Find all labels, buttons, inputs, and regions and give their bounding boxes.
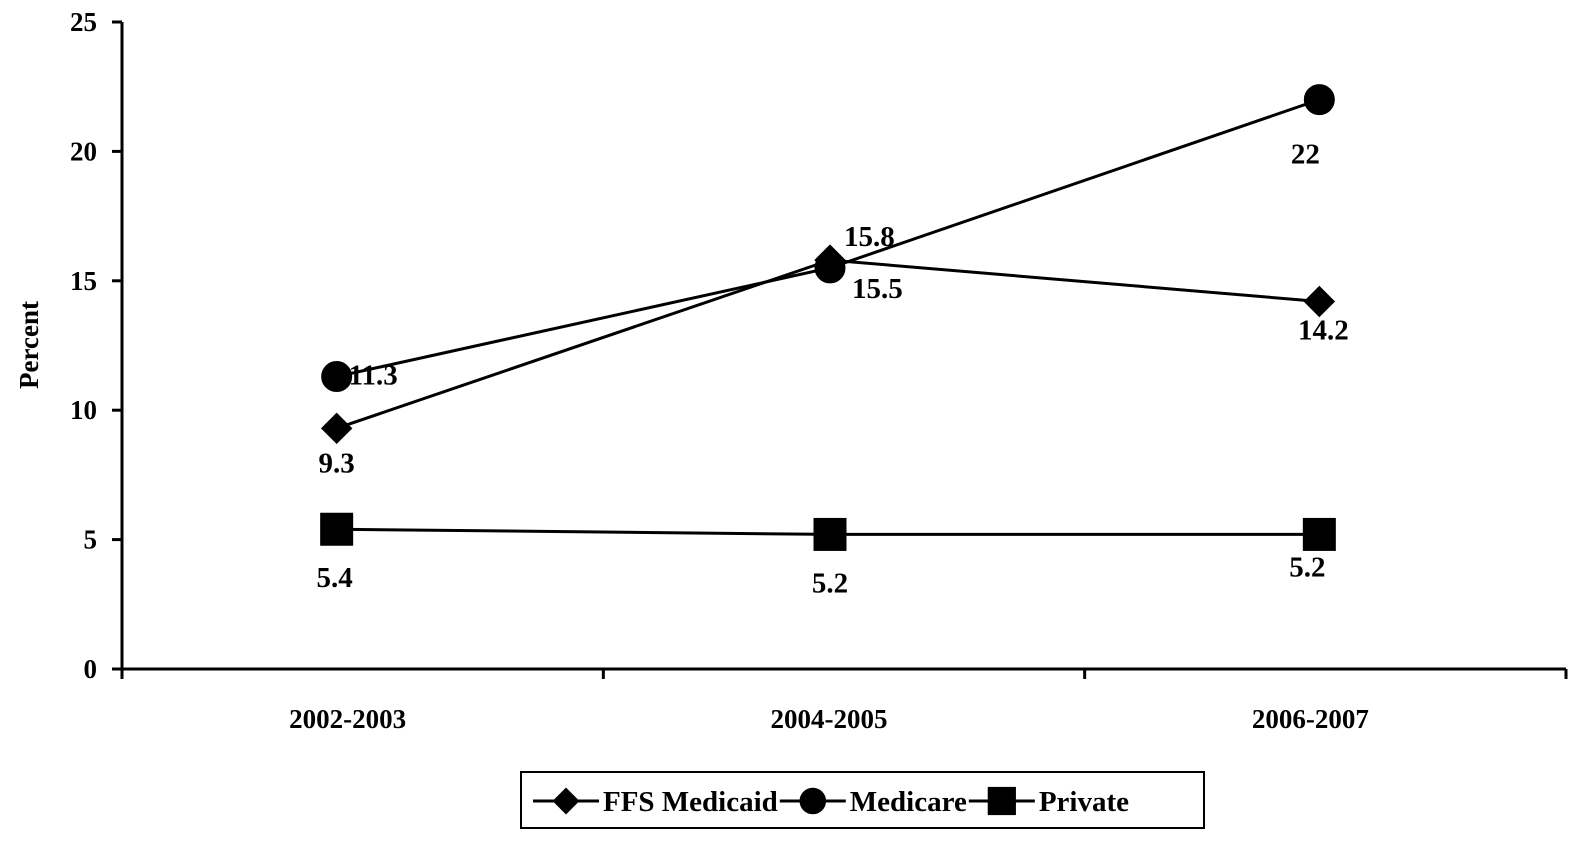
- legend-label: Private: [1039, 786, 1129, 818]
- x-category-label: 2004-2005: [771, 704, 888, 734]
- y-tick-label: 0: [84, 654, 98, 684]
- y-tick-label: 5: [84, 525, 98, 555]
- data-label: 22: [1291, 139, 1320, 171]
- series-line: [336, 98, 1320, 379]
- y-tick-label: 20: [70, 136, 97, 166]
- data-label: 5.4: [317, 562, 353, 594]
- legend-marker: [799, 787, 827, 815]
- legend-marker: [987, 786, 1016, 816]
- legend-item: FFS Medicaid: [533, 786, 778, 818]
- data-point-marker: [1303, 84, 1335, 116]
- data-point-marker: [1302, 517, 1336, 551]
- data-point-marker: [814, 252, 846, 284]
- data-label: 9.3: [319, 447, 355, 479]
- data-label: 5.2: [1289, 551, 1325, 583]
- y-axis-ticks: 0 5 10 15 20 25: [70, 7, 122, 684]
- legend-box: [520, 771, 1205, 829]
- axes: [120, 22, 1566, 671]
- y-tick-label: 10: [70, 395, 97, 425]
- legend-label: Medicare: [850, 786, 967, 818]
- series-medicare: 11.3 15.5 22: [321, 84, 1335, 393]
- legend-marker: [552, 787, 580, 815]
- legend-item: Medicare: [779, 786, 967, 818]
- x-category-label: 2006-2007: [1252, 704, 1369, 734]
- data-point-marker: [320, 412, 353, 445]
- series-private: 5.4 5.2 5.2: [317, 512, 1336, 599]
- y-tick-label: 15: [70, 266, 97, 296]
- x-axis-ticks: 2002-2003 2004-2005 2006-2007: [120, 669, 1568, 734]
- legend-label: FFS Medicaid: [603, 786, 778, 818]
- x-category-label: 2002-2003: [289, 704, 406, 734]
- data-label: 5.2: [812, 567, 848, 599]
- legend-item: Private: [968, 786, 1129, 818]
- data-point-marker: [320, 512, 354, 546]
- y-axis-label: Percent: [14, 301, 44, 389]
- data-point-marker: [1303, 285, 1336, 318]
- data-point-marker: [813, 517, 847, 551]
- data-point-marker: [321, 361, 353, 393]
- y-tick-label: 25: [70, 7, 97, 37]
- data-label: 14.2: [1298, 315, 1349, 347]
- data-label: 11.3: [349, 360, 398, 392]
- legend: FFS Medicaid Medicare Private: [520, 771, 1205, 829]
- data-label: 15.5: [852, 273, 903, 305]
